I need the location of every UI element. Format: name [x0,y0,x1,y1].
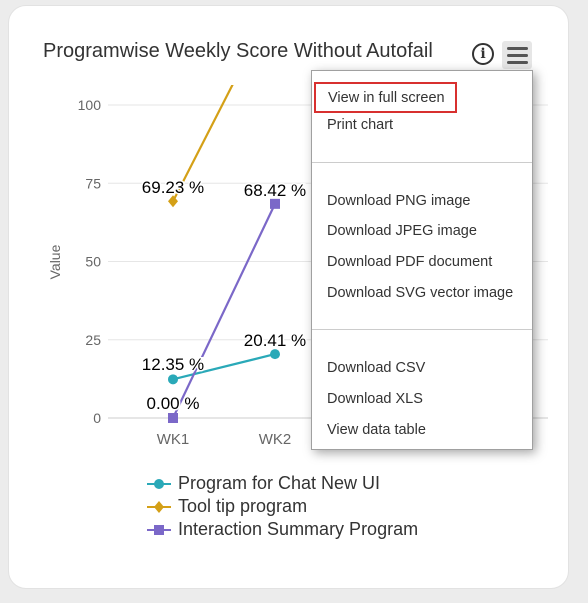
legend-marker [154,524,164,535]
menu-separator [312,162,532,163]
menu-item-print-chart[interactable]: Print chart [327,117,394,133]
data-label: 20.41 % [244,331,306,350]
data-point-interaction-summary-program [168,413,178,423]
data-point-program-for-chat-new-ui [270,349,280,360]
legend-label: Tool tip program [178,496,308,516]
legend-symbol [147,478,171,489]
legend-item[interactable]: Program for Chat New UI [146,472,418,495]
data-point-program-for-chat-new-ui [168,374,178,385]
menu-item-download-xls[interactable]: Download XLS [327,391,423,407]
menu-separator [312,329,532,330]
legend-label: Program for Chat New UI [178,473,381,493]
chart-title: Programwise Weekly Score Without Autofai… [43,40,433,62]
y-tick-label: 0 [93,410,101,426]
legend-symbol [147,500,171,513]
legend-symbol [147,524,171,535]
y-tick-label: 75 [85,175,101,191]
legend-item[interactable]: Tool tip program [146,495,418,518]
x-tick-label: WK1 [157,431,190,448]
series-line-program-for-chat-new-ui [172,353,276,381]
data-label: 68.42 % [244,181,306,200]
menu-item-download-png[interactable]: Download PNG image [327,193,471,209]
series-line-tool-tip-program [172,85,234,202]
legend: Program for Chat New UI Tool tip program I… [146,472,418,541]
export-menu: View in full screen Print chart Download… [311,70,533,450]
y-tick-label: 25 [85,332,101,348]
menu-item-download-pdf[interactable]: Download PDF document [327,254,493,270]
menu-item-download-jpeg[interactable]: Download JPEG image [327,223,477,239]
data-label: 69.23 % [142,178,204,197]
data-point-tool-tip-program [168,195,178,208]
menu-item-view-data-table[interactable]: View data table [327,422,426,438]
menu-item-download-svg[interactable]: Download SVG vector image [327,285,514,301]
data-point-interaction-summary-program [270,198,280,209]
y-tick-label: 50 [85,254,101,270]
data-label: 12.35 % [142,355,204,374]
menu-item-download-csv[interactable]: Download CSV [327,360,426,376]
hamburger-menu-icon[interactable] [502,41,532,69]
legend-marker [154,478,164,489]
info-icon[interactable]: i [472,43,494,65]
legend-label: Interaction Summary Program [178,519,419,539]
legend-marker [154,500,164,513]
y-tick-label: 100 [78,97,102,113]
menu-item-view-full-screen[interactable]: View in full screen [314,82,457,113]
series-line-interaction-summary-program [172,203,276,419]
y-axis-label: Value [47,244,63,279]
legend-item[interactable]: Interaction Summary Program [146,518,418,541]
x-tick-label: WK2 [259,431,292,448]
data-label: 0.00 % [147,394,200,413]
